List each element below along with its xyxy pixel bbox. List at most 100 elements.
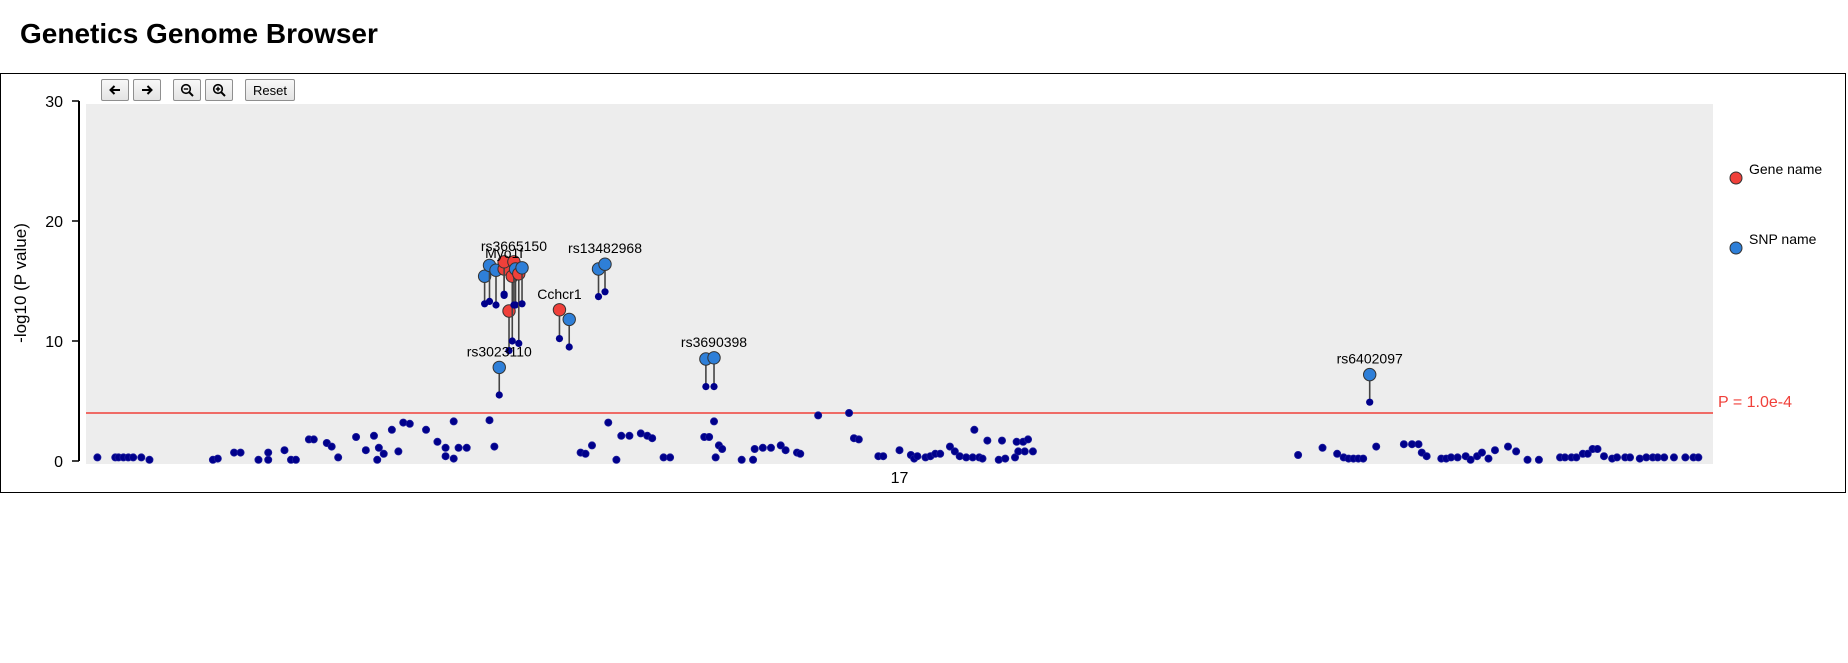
snp-point	[1694, 453, 1703, 462]
snp-point	[945, 442, 954, 451]
snp-point	[1681, 453, 1690, 462]
snp-marker	[477, 269, 492, 283]
pan-left-button[interactable]	[101, 79, 129, 101]
reset-button[interactable]: Reset	[245, 79, 295, 101]
snp-point	[1294, 450, 1303, 459]
snp-label: Cchcr1	[537, 286, 582, 302]
zoom-in-button[interactable]	[205, 79, 233, 101]
snp-marker	[562, 312, 576, 327]
snp-point	[737, 455, 746, 464]
snp-point	[936, 449, 945, 458]
snp-point	[612, 455, 621, 464]
snp-point	[983, 436, 992, 445]
snp-point	[449, 417, 458, 426]
snp-point	[462, 443, 471, 452]
snp-point	[1028, 447, 1037, 456]
snp-point	[1503, 442, 1512, 451]
snp-base-point	[515, 339, 523, 347]
snp-point	[796, 449, 805, 458]
snp-marker	[515, 261, 529, 275]
snp-point	[581, 449, 590, 458]
snp-point	[1477, 448, 1486, 457]
pan-right-button[interactable]	[133, 79, 161, 101]
snp-point	[129, 453, 138, 462]
snp-point	[361, 446, 370, 455]
snp-point	[710, 417, 719, 426]
snp-point	[766, 443, 775, 452]
plot-background	[86, 104, 1713, 464]
snp-point	[399, 418, 408, 427]
snp-base-point	[565, 343, 573, 351]
snp-point	[648, 434, 657, 443]
snp-point	[994, 455, 1003, 464]
snp-point	[422, 425, 431, 434]
snp-point	[373, 455, 382, 464]
snp-point	[264, 448, 273, 457]
legend: Gene name SNP name	[1729, 161, 1822, 255]
snp-point	[1422, 452, 1431, 461]
arrow-right-icon	[142, 85, 153, 95]
snp-point	[352, 432, 361, 441]
snp-point	[485, 416, 494, 425]
snp-point	[1453, 453, 1462, 462]
snp-point	[604, 418, 613, 427]
snp-point	[334, 453, 343, 462]
zoom-out-icon	[180, 83, 194, 97]
legend-marker	[1729, 171, 1743, 185]
snp-point	[1333, 449, 1342, 458]
snp-point	[913, 452, 922, 461]
snp-point	[625, 431, 634, 440]
snp-point	[845, 408, 854, 417]
snp-point	[854, 435, 863, 444]
snp-point	[1001, 454, 1010, 463]
snp-base-point	[518, 300, 526, 308]
snp-point	[749, 455, 758, 464]
snp-point	[280, 446, 289, 455]
snp-point	[254, 455, 263, 464]
snp-point	[454, 443, 463, 452]
snp-label: Myo1f	[485, 245, 523, 261]
legend-label: Gene name	[1749, 161, 1822, 177]
snp-marker	[1363, 367, 1377, 382]
snp-point	[587, 441, 596, 450]
snp-point	[145, 455, 154, 464]
legend-label: SNP name	[1749, 231, 1817, 247]
y-tick-label: 20	[45, 214, 63, 231]
y-tick-label: 10	[45, 334, 63, 351]
snp-point	[236, 448, 245, 457]
snp-point	[394, 447, 403, 456]
zoom-out-button[interactable]	[173, 79, 201, 101]
snp-point	[379, 449, 388, 458]
snp-label: rs6402097	[1337, 351, 1403, 367]
snp-point	[705, 432, 714, 441]
snp-point	[1399, 440, 1408, 449]
snp-point	[387, 425, 396, 434]
snp-point	[93, 453, 102, 462]
y-axis: 0 10 20 30	[45, 94, 80, 471]
snp-point	[781, 446, 790, 455]
arrow-left-icon	[109, 85, 120, 95]
snp-point	[895, 446, 904, 455]
snp-base-point	[495, 391, 503, 399]
snp-point	[264, 455, 273, 464]
snp-point	[213, 454, 222, 463]
snp-point	[1660, 453, 1669, 462]
snp-base-point	[511, 301, 520, 309]
snp-point	[291, 455, 300, 464]
snp-base-point	[505, 347, 513, 355]
snp-label: rs3690398	[681, 334, 747, 350]
snp-point	[137, 453, 146, 462]
browser-toolbar: Reset	[101, 79, 299, 101]
snp-point	[1635, 454, 1644, 463]
snp-point	[814, 411, 823, 420]
snp-label: rs3665150	[481, 238, 547, 254]
threshold-label: P = 1.0e-4	[1718, 394, 1792, 411]
snp-point	[327, 442, 336, 451]
snp-marker	[707, 351, 721, 365]
snp-base-point	[555, 335, 564, 343]
snp-point	[490, 442, 499, 451]
snp-label: rs3023110	[467, 343, 532, 359]
page-title: Genetics Genome Browser	[20, 18, 378, 49]
snp-point	[758, 443, 767, 452]
snp-base-point	[492, 301, 500, 309]
